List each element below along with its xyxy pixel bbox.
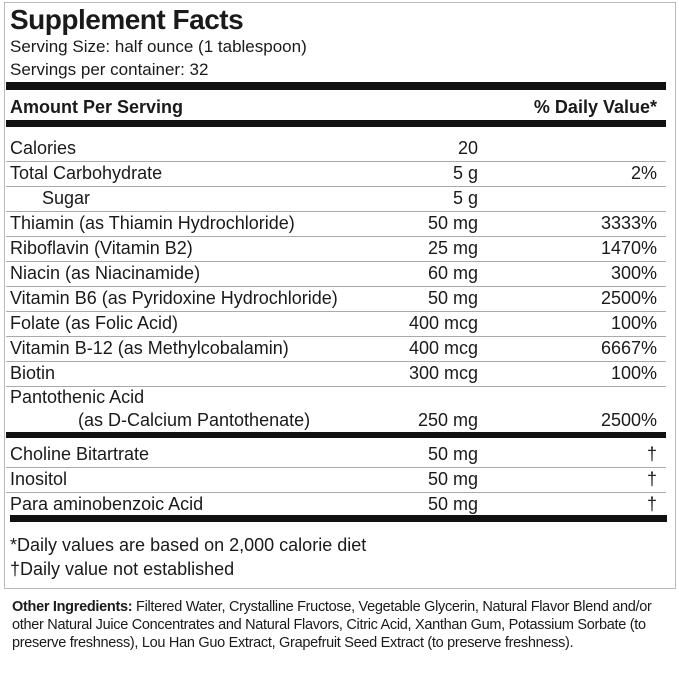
nutrient-name: Thiamin (as Thiamin Hydrochloride) — [10, 213, 295, 233]
nutrient-daily-value: 2% — [630, 163, 657, 183]
footnote-not-established: †Daily value not established — [10, 559, 235, 579]
nutrient-row: Riboflavin (Vitamin B2) 25 mg 1470% — [6, 236, 666, 262]
nutrient-row: Folate (as Folic Acid) 400 mcg 100% — [6, 311, 666, 337]
divider-thick — [10, 515, 667, 522]
nutrient-daily-value: 2500% — [600, 410, 657, 430]
nutrient-amount: 5 g — [452, 163, 478, 183]
nutrient-name: Sugar — [42, 188, 91, 208]
nutrient-name: Total Carbohydrate — [10, 163, 163, 183]
nutrient-row: Niacin (as Niacinamide) 60 mg 300% — [6, 261, 666, 287]
nutrient-daily-value: 6667% — [600, 338, 657, 358]
nutrient-amount: 250 mg — [417, 410, 478, 430]
other-ingredients: Other Ingredients: Filtered Water, Cryst… — [12, 598, 662, 652]
nutrient-name: Vitamin B6 (as Pyridoxine Hydrochloride) — [10, 288, 338, 308]
nutrient-amount: 50 mg — [427, 444, 478, 464]
nutrient-row: Thiamin (as Thiamin Hydrochloride) 50 mg 3… — [6, 211, 666, 237]
serving-size: Serving Size: half ounce (1 tablespoon) — [10, 37, 307, 56]
nutrient-row: Vitamin B6 (as Pyridoxine Hydrochloride)… — [6, 286, 666, 312]
nutrient-row: Inositol 50 mg † — [6, 467, 666, 493]
nutrient-name: Inositol — [10, 469, 68, 489]
nutrient-daily-value: † — [646, 494, 657, 514]
nutrient-daily-value: 100% — [610, 363, 657, 383]
nutrient-amount: 50 mg — [427, 288, 478, 308]
nutrient-amount: 20 — [457, 138, 478, 158]
nutrient-name-detail: (as D-Calcium Pantothenate) — [78, 410, 311, 430]
nutrient-row: Sugar 5 g — [6, 186, 666, 212]
nutrient-amount: 50 mg — [427, 469, 478, 489]
nutrient-daily-value: 2500% — [600, 288, 657, 308]
nutrient-row: Pantothenic Acid (as D-Calcium Pantothen… — [6, 386, 666, 432]
nutrient-name: Pantothenic Acid — [10, 387, 145, 407]
nutrient-row: Para aminobenzoic Acid 50 mg † — [6, 492, 666, 517]
footnote-daily-values: *Daily values are based on 2,000 calorie… — [10, 535, 367, 555]
nutrient-amount: 50 mg — [427, 213, 478, 233]
nutrient-name: Calories — [10, 138, 77, 158]
nutrient-amount: 400 mcg — [408, 338, 478, 358]
divider-thick — [6, 432, 666, 438]
nutrient-row: Calories 20 — [6, 136, 666, 162]
other-ingredients-label: Other Ingredients: — [12, 599, 133, 615]
supplement-facts-panel — [4, 2, 676, 589]
nutrient-amount: 50 mg — [427, 494, 478, 514]
nutrient-amount: 400 mcg — [408, 313, 478, 333]
nutrient-daily-value: 300% — [610, 263, 657, 283]
nutrient-daily-value: 3333% — [600, 213, 657, 233]
daily-value-header: % Daily Value* — [533, 97, 657, 117]
nutrient-daily-value: 1470% — [600, 238, 657, 258]
nutrient-name: Choline Bitartrate — [10, 444, 150, 464]
nutrient-name: Niacin (as Niacinamide) — [10, 263, 201, 283]
nutrient-name: Riboflavin (Vitamin B2) — [10, 238, 193, 258]
nutrient-name: Para aminobenzoic Acid — [10, 494, 204, 514]
nutrient-amount: 60 mg — [427, 263, 478, 283]
nutrient-name: Vitamin B-12 (as Methylcobalamin) — [10, 338, 289, 358]
divider-thick — [6, 82, 666, 90]
nutrient-row: Vitamin B-12 (as Methylcobalamin) 400 mcg… — [6, 336, 666, 362]
nutrient-daily-value: 100% — [610, 313, 657, 333]
nutrient-daily-value: † — [646, 444, 657, 464]
panel-title: Supplement Facts — [10, 4, 244, 35]
nutrient-name: Folate (as Folic Acid) — [10, 313, 179, 333]
other-ingredients-text: Filtered Water, Crystalline Fructose, Ve… — [12, 599, 652, 651]
nutrient-row: Total Carbohydrate 5 g 2% — [6, 161, 666, 187]
nutrient-amount: 5 g — [452, 188, 478, 208]
nutrient-row: Choline Bitartrate 50 mg † — [6, 442, 666, 468]
nutrient-row: Biotin 300 mcg 100% — [6, 361, 666, 387]
nutrient-daily-value: † — [646, 469, 657, 489]
nutrient-amount: 300 mcg — [408, 363, 478, 383]
servings-per-container: Servings per container: 32 — [10, 60, 209, 79]
nutrient-name: Biotin — [10, 363, 56, 383]
divider-thick — [6, 120, 666, 127]
nutrient-amount: 25 mg — [427, 238, 478, 258]
amount-per-serving-header: Amount Per Serving — [10, 97, 184, 117]
